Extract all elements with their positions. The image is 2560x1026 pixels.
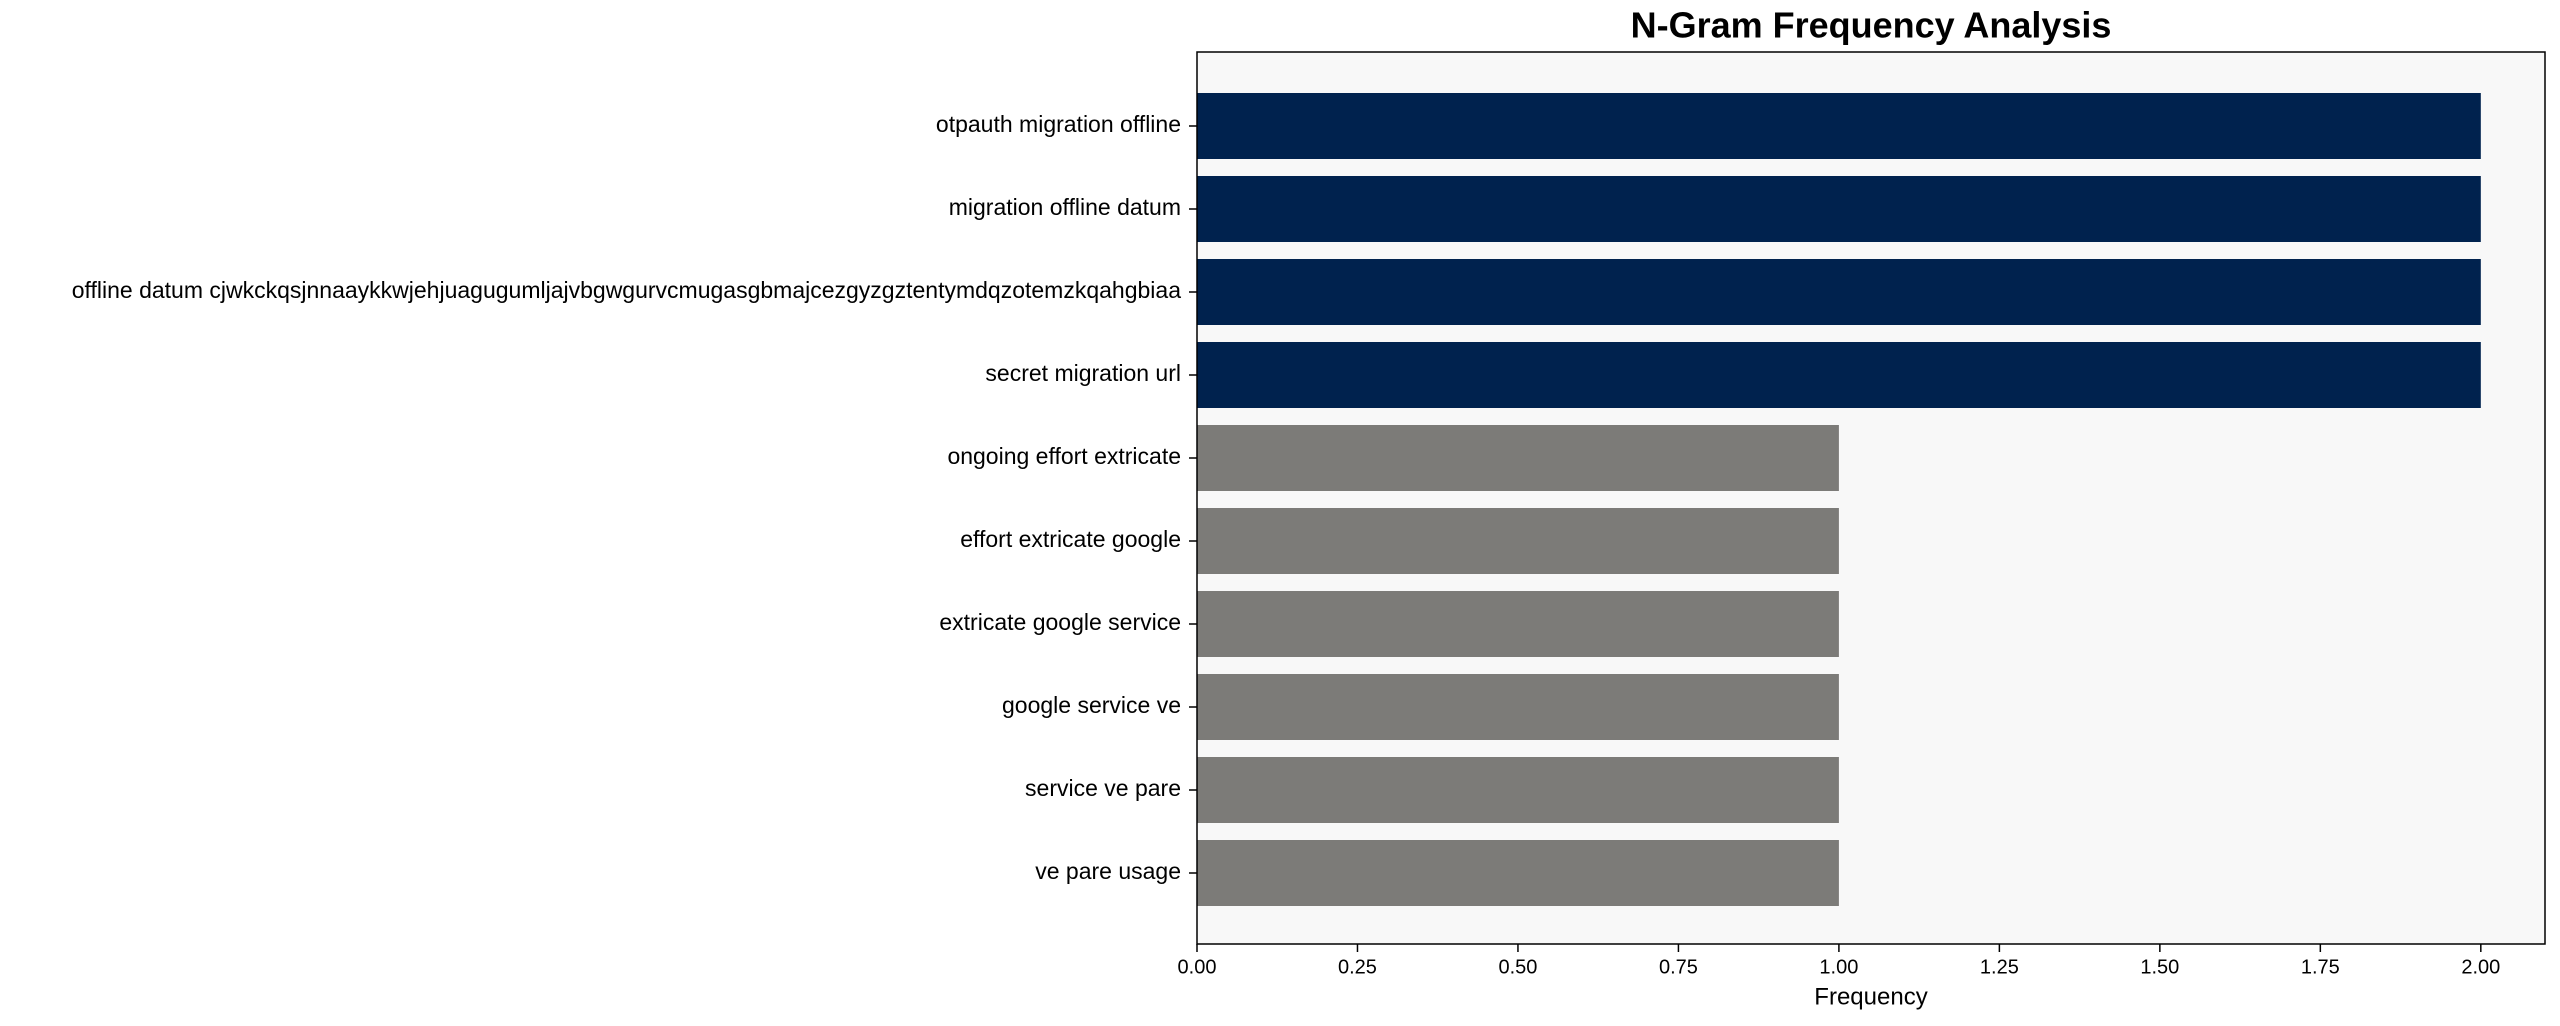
x-tick-label: 1.00 xyxy=(1819,956,1858,978)
bar xyxy=(1197,425,1839,491)
y-tick-label: extricate google service xyxy=(939,609,1181,635)
bar xyxy=(1197,93,2481,159)
y-tick-label: migration offline datum xyxy=(949,194,1181,220)
bar xyxy=(1197,342,2481,408)
y-tick-label: secret migration url xyxy=(985,360,1181,386)
bar xyxy=(1197,259,2481,325)
y-tick-label: ongoing effort extricate xyxy=(947,443,1181,469)
bar xyxy=(1197,176,2481,242)
y-tick-label: service ve pare xyxy=(1025,775,1181,801)
x-axis-label: Frequency xyxy=(1814,983,1927,1010)
bar xyxy=(1197,591,1839,657)
y-tick-label: effort extricate google xyxy=(960,526,1181,552)
x-tick-label: 0.25 xyxy=(1338,956,1377,978)
y-tick-label: google service ve xyxy=(1002,692,1181,718)
x-tick-label: 0.50 xyxy=(1498,956,1537,978)
y-tick-label: otpauth migration offline xyxy=(936,111,1181,137)
bar xyxy=(1197,674,1839,740)
y-tick-label: ve pare usage xyxy=(1035,858,1181,884)
x-tick-label: 1.75 xyxy=(2301,956,2340,978)
bar xyxy=(1197,508,1839,574)
x-tick-label: 1.50 xyxy=(2140,956,2179,978)
x-tick-label: 2.00 xyxy=(2461,956,2500,978)
bar xyxy=(1197,757,1839,823)
plot-frame xyxy=(1196,51,2546,945)
y-tick-label: offline datum cjwkckqsjnnaaykkwjehjuagug… xyxy=(72,277,1181,303)
bar xyxy=(1197,840,1839,906)
x-tick-label: 0.00 xyxy=(1178,956,1217,978)
chart-title: N-Gram Frequency Analysis xyxy=(1631,5,2112,46)
x-tick-label: 0.75 xyxy=(1659,956,1698,978)
x-tick-label: 1.25 xyxy=(1980,956,2019,978)
